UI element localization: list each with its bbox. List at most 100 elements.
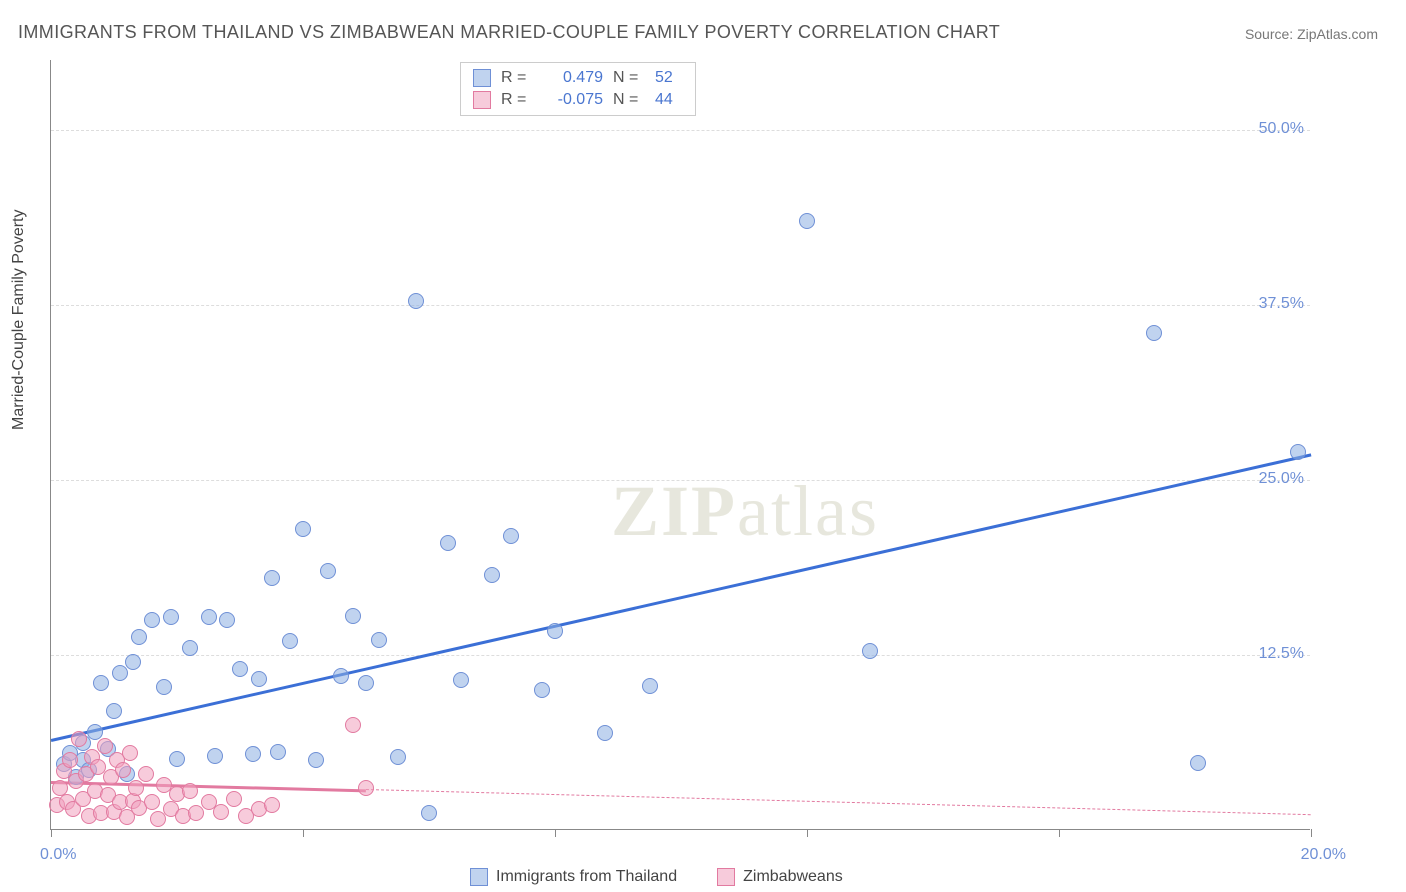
x-tick <box>1059 829 1060 837</box>
n-value-0: 52 <box>655 69 683 87</box>
data-point <box>1190 755 1206 771</box>
data-point <box>320 563 336 579</box>
n-label: N = <box>613 91 645 109</box>
r-label: R = <box>501 91 533 109</box>
regression-line-extrapolated <box>366 789 1311 815</box>
watermark-bold: ZIP <box>611 471 737 551</box>
n-label: N = <box>613 69 645 87</box>
legend-swatch-1 <box>473 91 491 109</box>
data-point <box>163 609 179 625</box>
data-point <box>295 521 311 537</box>
data-point <box>131 629 147 645</box>
x-axis-max-label: 20.0% <box>1301 846 1346 864</box>
data-point <box>144 794 160 810</box>
data-point <box>547 623 563 639</box>
y-tick-label: 25.0% <box>1259 470 1304 488</box>
data-point <box>408 293 424 309</box>
data-point <box>345 608 361 624</box>
r-label: R = <box>501 69 533 87</box>
data-point <box>232 661 248 677</box>
data-point <box>213 804 229 820</box>
gridline <box>51 305 1310 306</box>
data-point <box>245 746 261 762</box>
data-point <box>282 633 298 649</box>
watermark-rest: atlas <box>737 471 879 551</box>
x-tick <box>303 829 304 837</box>
r-value-0: 0.479 <box>543 69 603 87</box>
data-point <box>270 744 286 760</box>
data-point <box>169 751 185 767</box>
data-point <box>642 678 658 694</box>
data-point <box>97 738 113 754</box>
chart-title: IMMIGRANTS FROM THAILAND VS ZIMBABWEAN M… <box>18 22 1000 43</box>
data-point <box>264 570 280 586</box>
source-label: Source: ZipAtlas.com <box>1245 26 1378 42</box>
data-point <box>226 791 242 807</box>
x-tick <box>807 829 808 837</box>
legend-swatch-series-1 <box>717 868 735 886</box>
data-point <box>264 797 280 813</box>
series-legend-label-0: Immigrants from Thailand <box>496 868 677 886</box>
data-point <box>308 752 324 768</box>
data-point <box>201 609 217 625</box>
data-point <box>597 725 613 741</box>
series-legend-item-1: Zimbabweans <box>717 868 843 886</box>
plot-area: ZIPatlas <box>50 60 1310 830</box>
data-point <box>156 679 172 695</box>
data-point <box>345 717 361 733</box>
series-legend: Immigrants from Thailand Zimbabweans <box>470 868 843 886</box>
data-point <box>207 748 223 764</box>
data-point <box>112 665 128 681</box>
data-point <box>484 567 500 583</box>
x-tick <box>51 829 52 837</box>
data-point <box>799 213 815 229</box>
legend-swatch-0 <box>473 69 491 87</box>
data-point <box>453 672 469 688</box>
y-tick-label: 12.5% <box>1259 645 1304 663</box>
data-point <box>1290 444 1306 460</box>
data-point <box>1146 325 1162 341</box>
data-point <box>182 783 198 799</box>
data-point <box>358 780 374 796</box>
gridline <box>51 655 1310 656</box>
x-axis-min-label: 0.0% <box>40 846 76 864</box>
data-point <box>333 668 349 684</box>
data-point <box>122 745 138 761</box>
n-value-1: 44 <box>655 91 683 109</box>
x-tick <box>555 829 556 837</box>
data-point <box>144 612 160 628</box>
correlation-legend: R = 0.479 N = 52 R = -0.075 N = 44 <box>460 62 696 116</box>
data-point <box>71 731 87 747</box>
data-point <box>115 762 131 778</box>
data-point <box>128 780 144 796</box>
data-point <box>358 675 374 691</box>
data-point <box>219 612 235 628</box>
y-tick-label: 37.5% <box>1259 295 1304 313</box>
correlation-legend-row-1: R = -0.075 N = 44 <box>473 89 683 111</box>
correlation-legend-row-0: R = 0.479 N = 52 <box>473 67 683 89</box>
chart-container: IMMIGRANTS FROM THAILAND VS ZIMBABWEAN M… <box>0 0 1406 892</box>
r-value-1: -0.075 <box>543 91 603 109</box>
data-point <box>440 535 456 551</box>
data-point <box>62 752 78 768</box>
data-point <box>371 632 387 648</box>
data-point <box>390 749 406 765</box>
y-axis-label: Married-Couple Family Poverty <box>10 209 28 430</box>
y-tick-label: 50.0% <box>1259 120 1304 138</box>
data-point <box>138 766 154 782</box>
series-legend-item-0: Immigrants from Thailand <box>470 868 677 886</box>
data-point <box>182 640 198 656</box>
data-point <box>251 671 267 687</box>
x-tick <box>1311 829 1312 837</box>
series-legend-label-1: Zimbabweans <box>743 868 843 886</box>
gridline <box>51 480 1310 481</box>
gridline <box>51 130 1310 131</box>
regression-line <box>51 453 1312 741</box>
legend-swatch-series-0 <box>470 868 488 886</box>
data-point <box>503 528 519 544</box>
data-point <box>188 805 204 821</box>
data-point <box>862 643 878 659</box>
watermark: ZIPatlas <box>611 470 879 553</box>
data-point <box>106 703 122 719</box>
data-point <box>534 682 550 698</box>
